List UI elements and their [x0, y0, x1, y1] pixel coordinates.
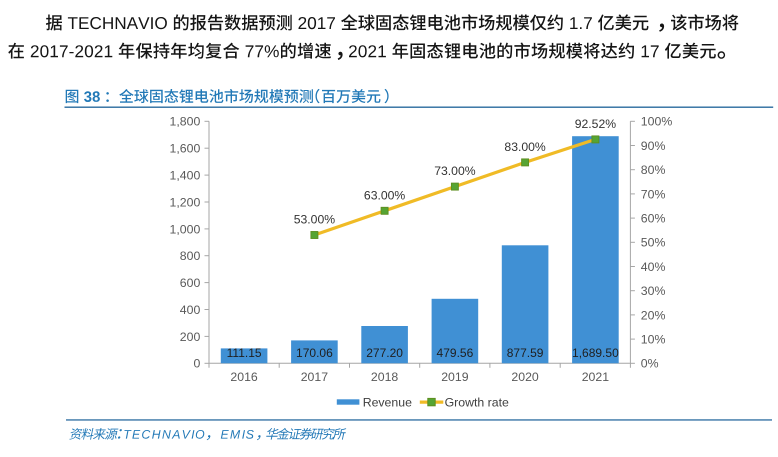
svg-text:1,200: 1,200 [170, 195, 201, 209]
svg-text:277.20: 277.20 [366, 346, 403, 360]
svg-text:600: 600 [180, 276, 201, 290]
svg-text:2018: 2018 [371, 370, 399, 384]
svg-text:63.00%: 63.00% [364, 188, 405, 202]
svg-text:40%: 40% [641, 260, 666, 274]
svg-text:170.06: 170.06 [296, 346, 333, 360]
svg-text:100%: 100% [641, 115, 673, 129]
svg-text:20%: 20% [641, 308, 666, 322]
svg-text:1,600: 1,600 [170, 142, 201, 156]
svg-text:Revenue: Revenue [363, 395, 412, 409]
svg-text:92.52%: 92.52% [575, 117, 616, 131]
svg-text:1,800: 1,800 [170, 115, 201, 129]
svg-text:2017: 2017 [301, 370, 329, 384]
svg-text:0: 0 [193, 357, 200, 371]
svg-text:80%: 80% [641, 163, 666, 177]
svg-text:111.15: 111.15 [227, 346, 262, 360]
svg-text:10%: 10% [641, 333, 666, 347]
svg-text:877.59: 877.59 [507, 346, 544, 360]
svg-text:2019: 2019 [441, 370, 469, 384]
svg-text:800: 800 [180, 249, 201, 263]
svg-text:90%: 90% [641, 139, 666, 153]
svg-text:2021: 2021 [582, 370, 610, 384]
svg-text:200: 200 [180, 330, 201, 344]
svg-text:2016: 2016 [230, 370, 258, 384]
svg-text:60%: 60% [641, 212, 666, 226]
svg-text:400: 400 [180, 303, 201, 317]
svg-text:1,689.50: 1,689.50 [572, 346, 619, 360]
svg-text:1,400: 1,400 [170, 169, 201, 183]
svg-text:0%: 0% [641, 357, 659, 371]
svg-text:73.00%: 73.00% [434, 164, 475, 178]
svg-text:479.56: 479.56 [437, 346, 474, 360]
svg-text:83.00%: 83.00% [504, 140, 545, 154]
svg-text:1,000: 1,000 [170, 222, 201, 236]
svg-text:30%: 30% [641, 284, 666, 298]
svg-text:Growth rate: Growth rate [445, 395, 509, 409]
svg-text:2020: 2020 [511, 370, 539, 384]
svg-text:53.00%: 53.00% [294, 213, 335, 227]
svg-text:50%: 50% [641, 236, 666, 250]
svg-text:70%: 70% [641, 187, 666, 201]
